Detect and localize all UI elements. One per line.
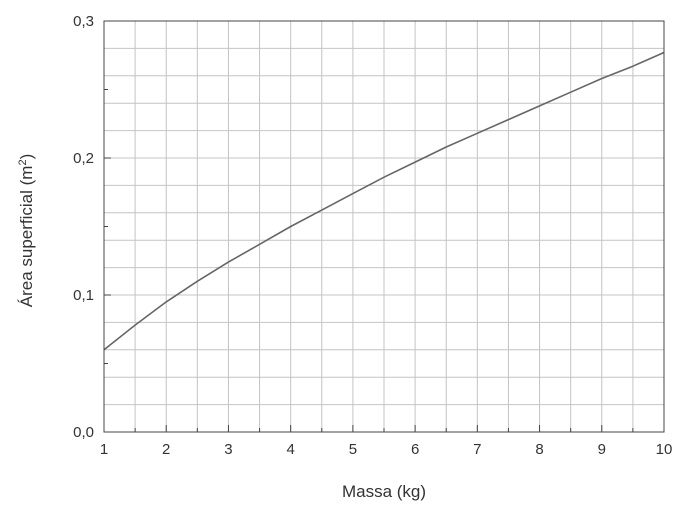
y-axis-title-superscript: 2 [17, 159, 29, 165]
series-line [103, 51, 665, 351]
x-axis-title: Massa (kg) [342, 482, 426, 501]
y-tick-label: 0,0 [73, 424, 94, 441]
y-tick-labels: 0,0 0,1 0,2 0,3 [73, 13, 94, 441]
grid-lines [104, 21, 664, 432]
y-axis-title-main: Área superficial (m [17, 166, 36, 308]
y-axis-title-close: ) [17, 154, 36, 160]
x-tick-label: 8 [535, 441, 543, 458]
series-layer [103, 51, 665, 351]
x-tick-label: 2 [162, 441, 170, 458]
x-tick-label: 9 [598, 441, 606, 458]
x-tick-label: 10 [656, 441, 673, 458]
x-tick-labels: 1 2 3 4 5 6 7 8 9 10 [100, 441, 673, 458]
tick-marks [103, 20, 665, 433]
y-tick-label: 0,3 [73, 13, 94, 30]
x-tick-label: 7 [473, 441, 481, 458]
x-tick-label: 1 [100, 441, 108, 458]
y-tick-label: 0,1 [73, 287, 94, 304]
x-tick-label: 6 [411, 441, 419, 458]
x-tick-label: 4 [286, 441, 294, 458]
x-tick-label: 3 [224, 441, 232, 458]
x-tick-label: 5 [349, 441, 357, 458]
y-tick-label: 0,2 [73, 150, 94, 167]
y-axis-title: Área superficial (m2) [17, 154, 36, 308]
